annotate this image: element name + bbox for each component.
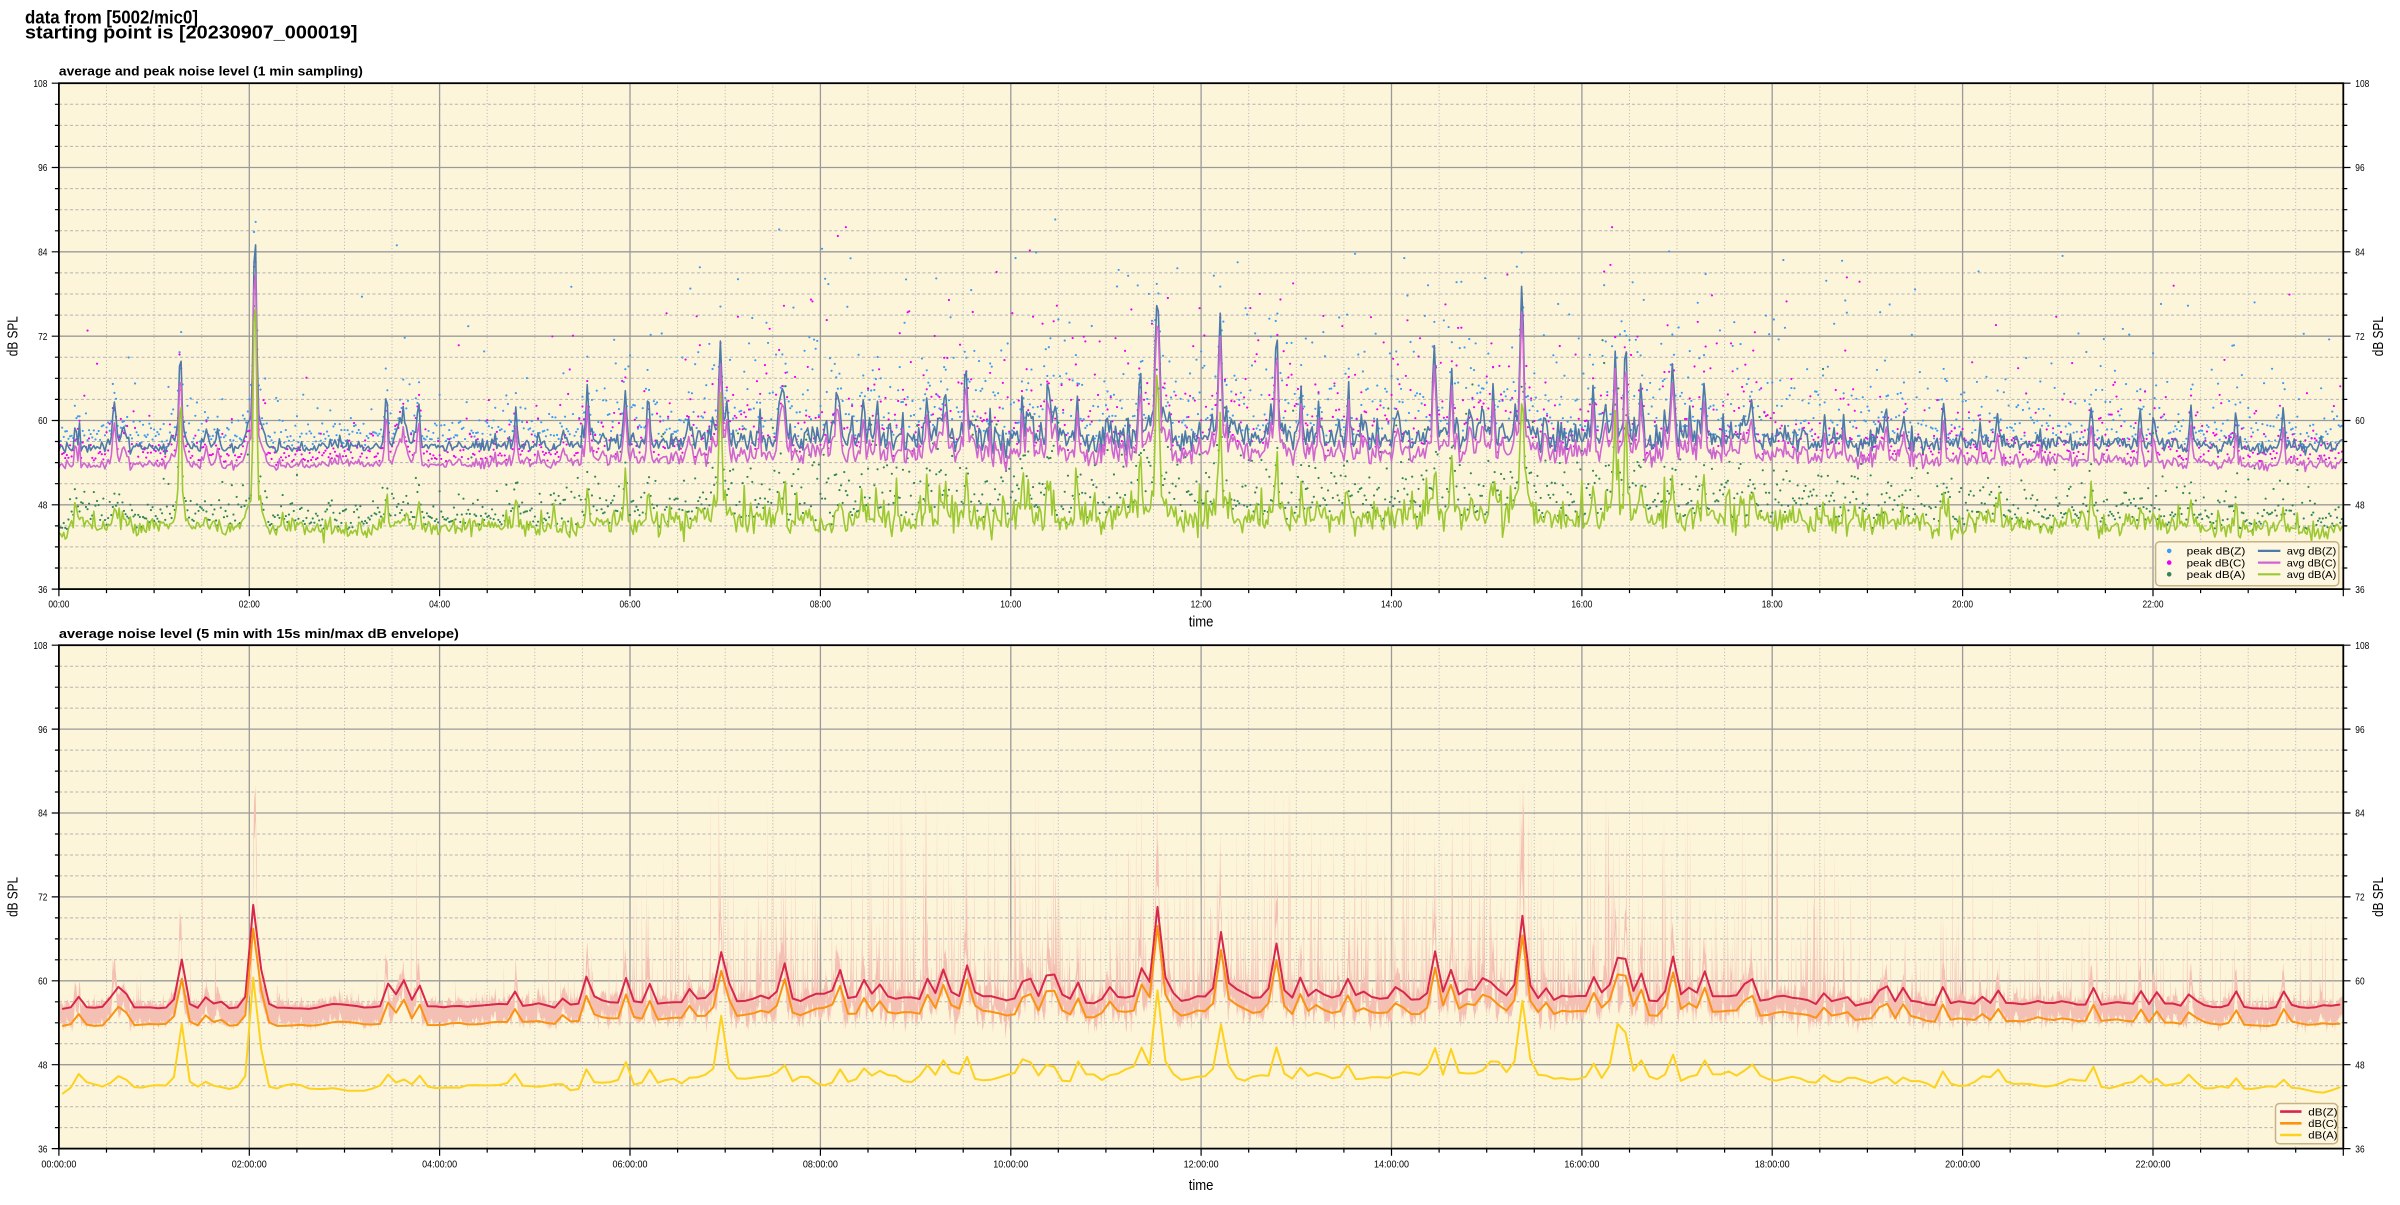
svg-text:dB(Z): dB(Z) [2308,1106,2337,1118]
svg-text:14:00:00: 14:00:00 [1374,1159,1409,1171]
svg-text:08:00: 08:00 [810,598,831,610]
svg-text:72: 72 [2355,331,2364,343]
svg-text:avg dB(C): avg dB(C) [2287,557,2337,569]
svg-text:72: 72 [38,331,47,343]
svg-text:60: 60 [38,415,47,427]
svg-text:96: 96 [38,724,47,736]
svg-text:60: 60 [2355,415,2364,427]
svg-text:starting point is [20230907_00: starting point is [20230907_000019] [25,23,358,43]
svg-text:time: time [1189,615,1214,631]
svg-text:48: 48 [38,500,47,512]
svg-text:avg dB(Z): avg dB(Z) [2287,546,2337,558]
svg-text:data from [5002/mic0]: data from [5002/mic0] [25,7,198,27]
svg-text:dB SPL: dB SPL [6,877,22,917]
svg-text:04:00:00: 04:00:00 [422,1159,457,1171]
svg-text:96: 96 [38,162,47,174]
svg-text:average and peak noise level (: average and peak noise level (1 min samp… [59,63,363,78]
svg-text:14:00: 14:00 [1381,598,1402,610]
svg-text:02:00:00: 02:00:00 [232,1159,267,1171]
svg-text:12:00: 12:00 [1191,598,1212,610]
svg-text:108: 108 [33,78,47,90]
svg-text:84: 84 [38,247,47,259]
svg-text:02:00: 02:00 [239,598,260,610]
svg-text:peak dB(A): peak dB(A) [2187,569,2246,581]
svg-text:dB SPL: dB SPL [6,316,22,356]
svg-text:00:00: 00:00 [48,598,69,610]
svg-text:peak dB(C): peak dB(C) [2187,557,2246,569]
svg-text:48: 48 [2355,500,2364,512]
svg-text:avg dB(A): avg dB(A) [2287,569,2337,581]
svg-text:10:00: 10:00 [1000,598,1021,610]
svg-text:dB SPL: dB SPL [2371,316,2387,356]
svg-text:time: time [1189,1178,1214,1194]
svg-text:06:00: 06:00 [620,598,641,610]
svg-text:72: 72 [2355,892,2364,904]
svg-text:20:00:00: 20:00:00 [1945,1159,1980,1171]
svg-text:108: 108 [33,640,47,652]
svg-text:dB(A): dB(A) [2308,1130,2337,1142]
svg-text:48: 48 [2355,1059,2364,1071]
svg-text:84: 84 [38,808,47,820]
svg-text:10:00:00: 10:00:00 [993,1159,1028,1171]
svg-text:22:00: 22:00 [2143,598,2164,610]
svg-text:16:00: 16:00 [1571,598,1592,610]
svg-text:96: 96 [2355,162,2364,174]
svg-text:48: 48 [38,1059,47,1071]
svg-text:36: 36 [38,1143,47,1155]
svg-text:00:00:00: 00:00:00 [41,1159,76,1171]
svg-text:36: 36 [38,584,47,596]
svg-text:average noise level (5 min wit: average noise level (5 min with 15s min/… [59,626,459,641]
svg-text:84: 84 [2355,247,2364,259]
svg-text:60: 60 [38,976,47,988]
svg-text:36: 36 [2355,1143,2364,1155]
svg-text:20:00: 20:00 [1952,598,1973,610]
svg-text:108: 108 [2355,640,2369,652]
svg-text:22:00:00: 22:00:00 [2136,1159,2171,1171]
svg-text:08:00:00: 08:00:00 [803,1159,838,1171]
svg-text:dB(C): dB(C) [2308,1118,2337,1130]
svg-text:04:00: 04:00 [429,598,450,610]
svg-text:108: 108 [2355,78,2369,90]
svg-text:18:00:00: 18:00:00 [1755,1159,1790,1171]
svg-text:18:00: 18:00 [1762,598,1783,610]
svg-text:16:00:00: 16:00:00 [1564,1159,1599,1171]
svg-text:peak dB(Z): peak dB(Z) [2187,546,2246,558]
svg-text:06:00:00: 06:00:00 [613,1159,648,1171]
svg-text:12:00:00: 12:00:00 [1184,1159,1219,1171]
svg-text:84: 84 [2355,808,2364,820]
svg-text:60: 60 [2355,976,2364,988]
svg-text:72: 72 [38,892,47,904]
svg-text:dB SPL: dB SPL [2371,877,2387,917]
svg-text:36: 36 [2355,584,2364,596]
svg-text:96: 96 [2355,724,2364,736]
